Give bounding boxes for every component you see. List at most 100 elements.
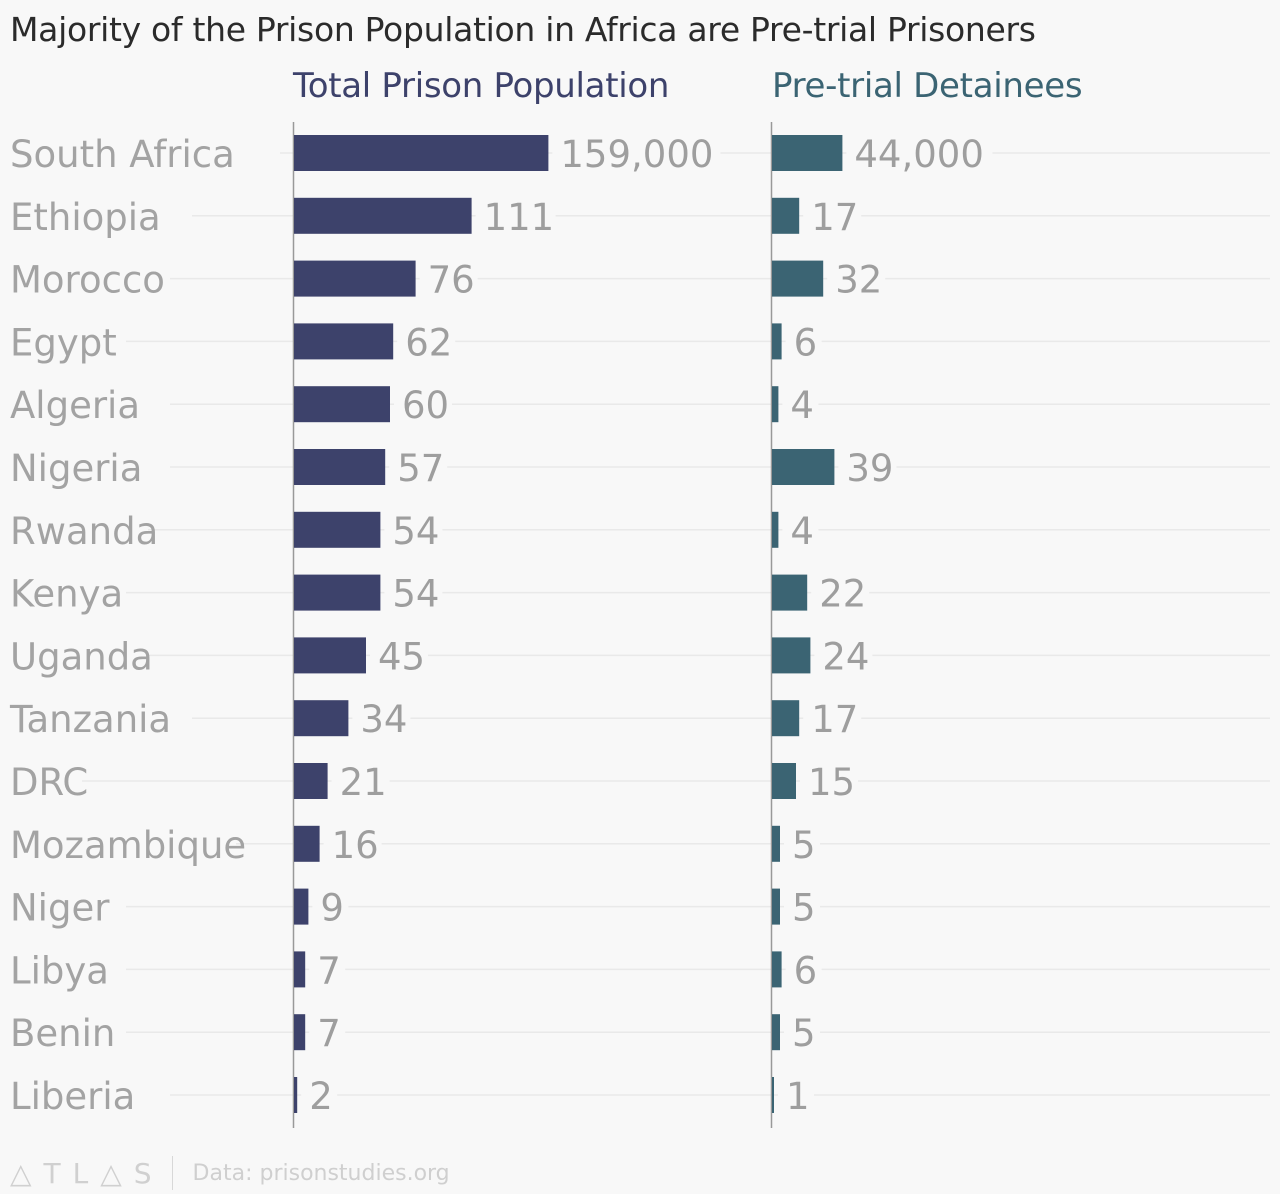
total-value-label: 54 bbox=[392, 573, 439, 616]
value-label-background bbox=[312, 882, 349, 931]
label-background bbox=[8, 819, 236, 868]
total-value-label: 76 bbox=[428, 259, 475, 302]
panel-title-pretrial: Pre-trial Detainees bbox=[772, 66, 1083, 106]
label-background bbox=[8, 1071, 170, 1119]
pretrial-value-label: 39 bbox=[846, 447, 893, 490]
total-bar bbox=[294, 951, 306, 988]
value-label-background bbox=[384, 568, 443, 617]
pretrial-bar bbox=[772, 700, 800, 737]
label-background bbox=[8, 129, 280, 177]
value-label-background bbox=[389, 443, 448, 491]
total-value-label: 7 bbox=[317, 1012, 341, 1055]
total-value-label: 159,000 bbox=[560, 133, 713, 176]
value-label-background bbox=[785, 317, 822, 366]
value-label-background bbox=[352, 694, 411, 743]
label-background bbox=[8, 1008, 126, 1057]
value-label-background bbox=[309, 945, 346, 994]
pretrial-bar bbox=[772, 135, 843, 171]
label-background bbox=[8, 631, 148, 680]
value-label-background bbox=[800, 757, 858, 805]
total-value-label: 9 bbox=[320, 887, 344, 930]
total-bar bbox=[294, 700, 349, 737]
total-bar bbox=[294, 825, 320, 862]
total-value-label: 16 bbox=[332, 824, 379, 867]
value-label-background bbox=[811, 568, 870, 617]
pretrial-bar bbox=[772, 574, 808, 611]
value-label-background bbox=[782, 380, 819, 429]
chart-title: Majority of the Prison Population in Afr… bbox=[10, 10, 1036, 49]
pretrial-bar bbox=[772, 1077, 774, 1113]
label-background bbox=[8, 694, 192, 743]
total-value-label: 62 bbox=[405, 321, 452, 364]
value-label-background bbox=[784, 819, 820, 868]
category-label: Tanzania bbox=[9, 698, 171, 741]
value-label-background bbox=[475, 191, 556, 240]
category-label: South Africa bbox=[10, 133, 235, 176]
total-bar bbox=[294, 197, 472, 234]
pretrial-value-label: 5 bbox=[792, 824, 816, 867]
pretrial-value-label: 22 bbox=[819, 573, 866, 616]
category-label: Mozambique bbox=[10, 824, 246, 867]
total-bar bbox=[294, 386, 390, 423]
pretrial-bar bbox=[772, 888, 780, 925]
category-label: Kenya bbox=[10, 573, 123, 616]
total-bar bbox=[294, 323, 394, 360]
label-background bbox=[8, 191, 192, 240]
value-label-background bbox=[784, 1008, 820, 1057]
atlas-logo: △TL△S bbox=[10, 1156, 164, 1190]
value-label-background bbox=[827, 254, 886, 303]
label-background bbox=[8, 568, 126, 617]
category-label: DRC bbox=[10, 761, 88, 804]
pretrial-bar bbox=[772, 1014, 780, 1051]
total-value-label: 60 bbox=[402, 384, 449, 427]
pretrial-value-label: 44,000 bbox=[854, 133, 983, 176]
category-label: Libya bbox=[10, 949, 109, 992]
value-label-background bbox=[838, 443, 897, 491]
value-label-background bbox=[778, 1071, 814, 1119]
value-label-background bbox=[803, 191, 862, 240]
category-label: Niger bbox=[10, 887, 110, 930]
category-label: Rwanda bbox=[10, 510, 158, 553]
value-label-background bbox=[309, 1008, 346, 1057]
pretrial-value-label: 24 bbox=[822, 635, 869, 678]
pretrial-value-label: 4 bbox=[790, 384, 814, 427]
pretrial-bar bbox=[772, 951, 782, 988]
total-bar bbox=[294, 1077, 298, 1113]
category-label: Nigeria bbox=[10, 447, 142, 490]
total-value-label: 57 bbox=[397, 447, 444, 490]
pretrial-bar bbox=[772, 511, 779, 548]
label-background bbox=[8, 254, 170, 303]
value-label-background bbox=[370, 631, 428, 680]
pretrial-value-label: 4 bbox=[790, 510, 814, 553]
pretrial-value-label: 17 bbox=[811, 698, 858, 741]
label-background bbox=[8, 317, 126, 366]
category-label: Liberia bbox=[10, 1075, 135, 1118]
total-bar bbox=[294, 637, 366, 674]
value-label-background bbox=[846, 129, 993, 177]
label-background bbox=[8, 380, 170, 429]
total-value-label: 21 bbox=[340, 761, 387, 804]
total-value-label: 45 bbox=[378, 635, 425, 678]
total-bar bbox=[294, 449, 386, 485]
footer-divider bbox=[171, 1156, 173, 1190]
total-value-label: 111 bbox=[484, 196, 555, 239]
total-bar bbox=[294, 511, 381, 548]
total-value-label: 34 bbox=[360, 698, 407, 741]
total-bar bbox=[294, 260, 416, 297]
total-bar bbox=[294, 574, 381, 611]
pretrial-value-label: 1 bbox=[786, 1075, 810, 1118]
value-label-background bbox=[323, 819, 382, 868]
category-label: Egypt bbox=[10, 321, 117, 364]
pretrial-bar bbox=[772, 323, 782, 360]
value-label-background bbox=[552, 129, 721, 177]
total-bar bbox=[294, 135, 549, 171]
pretrial-value-label: 6 bbox=[794, 949, 818, 992]
value-label-background bbox=[785, 945, 822, 994]
pretrial-value-label: 6 bbox=[794, 321, 818, 364]
label-background bbox=[8, 945, 126, 994]
value-label-background bbox=[814, 631, 873, 680]
pretrial-value-label: 32 bbox=[835, 259, 882, 302]
pretrial-bar bbox=[772, 260, 824, 297]
